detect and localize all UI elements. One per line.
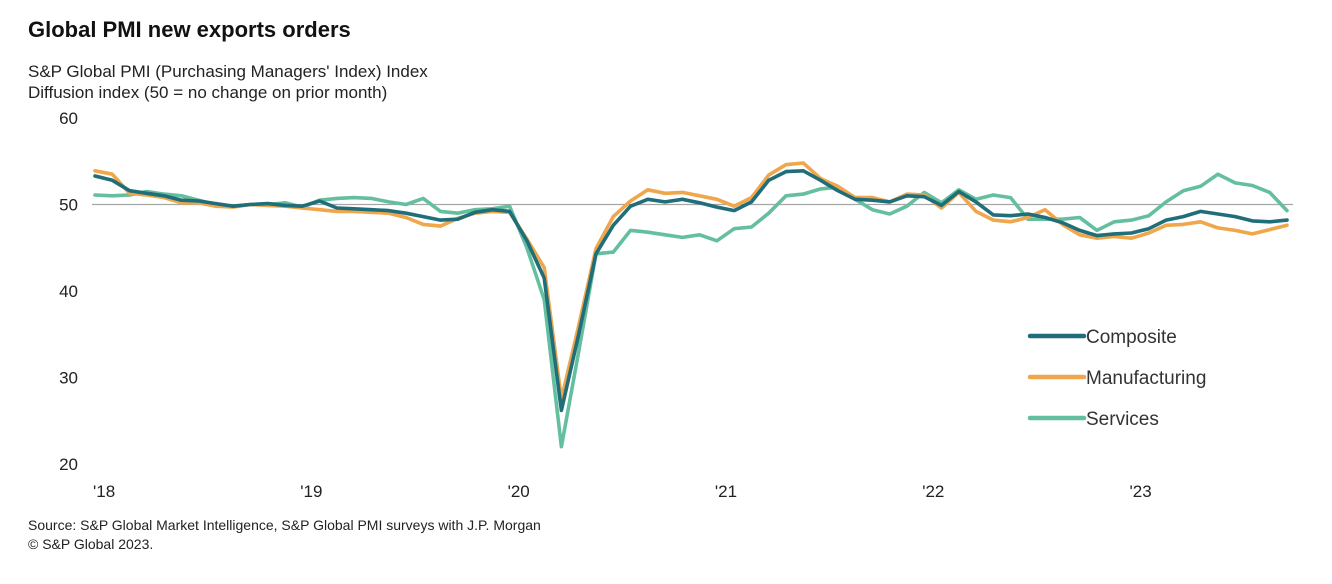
x-tick-label: '21 — [715, 482, 737, 501]
legend-label-composite: Composite — [1086, 327, 1177, 348]
x-tick-label: '20 — [508, 482, 530, 501]
x-tick-label: '19 — [300, 482, 322, 501]
subtitle-line-2: Diffusion index (50 = no change on prior… — [28, 83, 388, 102]
source-line-2: © S&P Global 2023. — [28, 536, 154, 552]
x-tick-label: '18 — [93, 482, 115, 501]
series-line-manufacturing — [93, 161, 1289, 401]
subtitle-line-1: S&P Global PMI (Purchasing Managers' Ind… — [28, 62, 428, 81]
x-tick-label: '23 — [1130, 482, 1152, 501]
series-line-services — [93, 172, 1289, 449]
y-tick-label: 20 — [59, 455, 78, 474]
legend-label-manufacturing: Manufacturing — [1086, 368, 1206, 389]
y-tick-label: 40 — [59, 282, 78, 301]
y-tick-label: 60 — [59, 109, 78, 128]
chart-title: Global PMI new exports orders — [28, 17, 351, 42]
source-note: Source: S&P Global Market Intelligence, … — [28, 516, 541, 554]
series-line-composite — [93, 169, 1289, 413]
x-tick-label: '22 — [922, 482, 944, 501]
source-line-1: Source: S&P Global Market Intelligence, … — [28, 517, 541, 533]
y-tick-label: 50 — [59, 196, 78, 215]
legend-label-services: Services — [1086, 409, 1159, 430]
chart-subtitle: S&P Global PMI (Purchasing Managers' Ind… — [28, 61, 428, 103]
y-tick-label: 30 — [59, 369, 78, 388]
